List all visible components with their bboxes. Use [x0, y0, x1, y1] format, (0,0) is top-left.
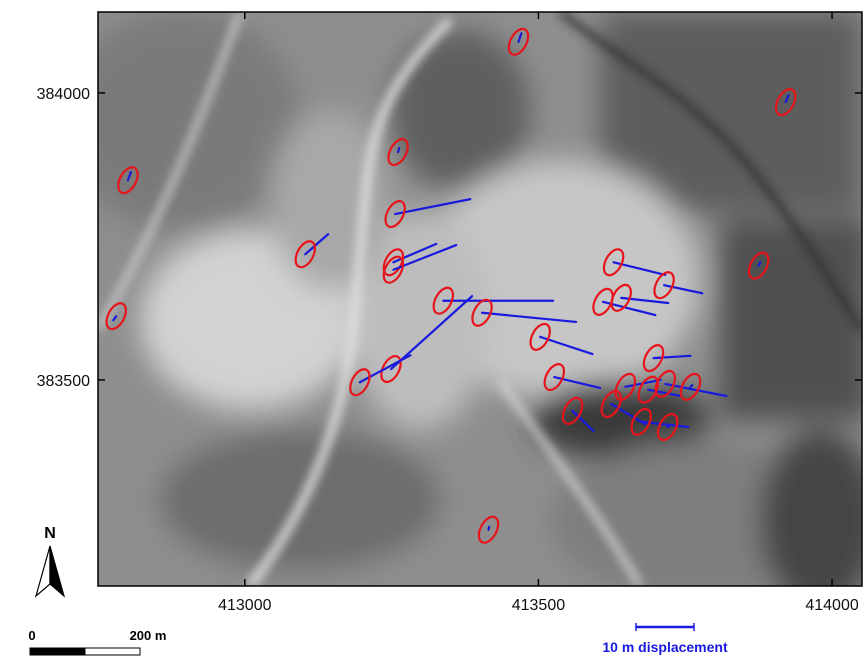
aerial-image	[60, 10, 864, 610]
displacement-vector	[691, 385, 693, 387]
y-tick-label: 384000	[37, 86, 90, 103]
displacement-vector	[398, 148, 399, 152]
x-tick-label: 414000	[805, 597, 858, 614]
x-tick-label: 413500	[512, 597, 565, 614]
displacement-vector	[759, 262, 761, 265]
legend-label: 10 m displacement	[602, 639, 728, 655]
scale-start: 0	[28, 628, 35, 643]
y-tick-label: 383500	[37, 373, 90, 390]
north-label: N	[44, 525, 56, 542]
legend: 10 m displacement	[602, 623, 728, 655]
scale-end: 200 m	[130, 628, 167, 643]
displacement-vector	[489, 527, 490, 530]
x-tick-label: 413000	[218, 597, 271, 614]
map-figure: 413000 413500 414000 383500 384000 N 0 200 m…	[0, 0, 864, 662]
north-arrow: N	[36, 525, 64, 596]
scale-bar: 0 200 m	[28, 628, 166, 655]
